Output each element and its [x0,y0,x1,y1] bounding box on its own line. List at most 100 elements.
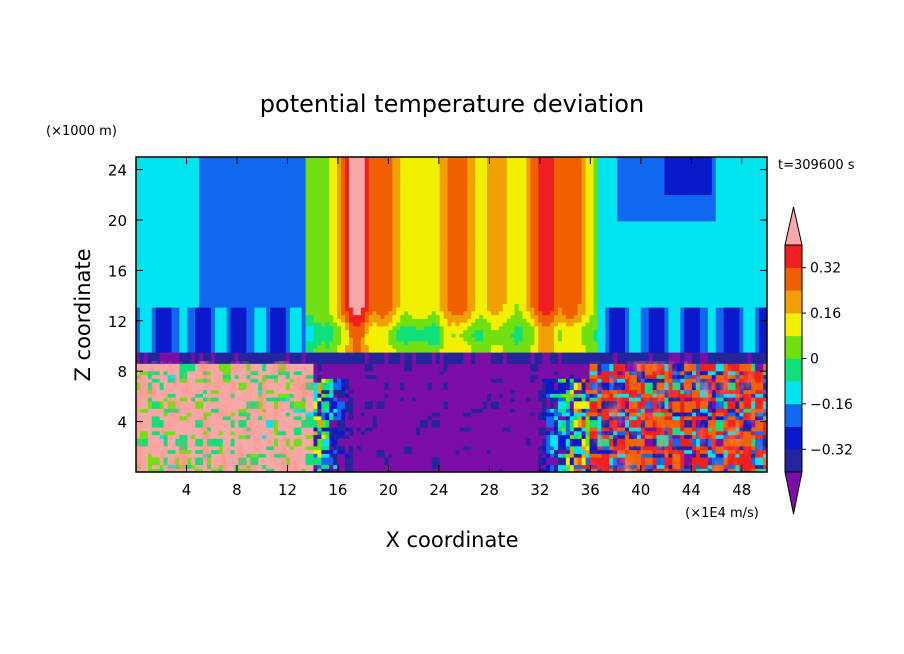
contour-cell [569,404,575,409]
contour-cell [459,460,464,466]
contour-cell [467,363,472,368]
contour-cell [490,442,496,447]
contour-cell [510,378,516,383]
contour-cell [506,445,512,451]
contour-cell [557,397,563,402]
contour-cell [404,374,409,379]
contour-cell [506,453,512,458]
contour-cell [546,393,551,398]
contour-cell [561,438,567,443]
contour-cell [597,355,602,361]
contour-cell [581,393,587,398]
contour-cell [494,382,500,387]
contour-cell [341,400,346,406]
contour-cell [222,352,228,357]
contour-cell [364,412,370,417]
contour-cell [451,400,457,406]
contour-cell [443,453,449,458]
contour-cell [416,408,421,413]
contour-cell [313,382,319,387]
contour-cell [435,464,441,469]
contour-cell [392,430,397,436]
contour-cell [577,415,583,421]
contour-cell [573,412,579,417]
contour-cell [360,427,366,432]
contour-cell [498,393,504,398]
contour-cell [408,427,413,432]
contour-cell [522,468,528,472]
contour-cell [439,385,445,391]
contour-cell [542,438,547,443]
contour-cell [400,453,405,458]
contour-cell [412,374,417,379]
contour-cell [546,457,551,462]
contour-cell [554,367,559,372]
contour-cell [557,412,563,417]
contour-cell [486,382,492,387]
contour-cell [451,382,457,387]
contour-cell [542,442,547,447]
contour-cell [502,449,508,454]
contour-cell [159,352,165,357]
contour-cell [581,460,587,466]
contour-cell [199,355,204,361]
contour-cell [317,460,322,466]
contour-cell [522,359,528,364]
contour-cell [400,374,405,379]
contour-cell [557,389,563,394]
contour-cell [479,374,484,379]
contour-cell [467,423,472,428]
contour-cell [372,457,378,462]
contour-cell [356,359,362,364]
contour-cell [396,468,401,472]
contour-cell [510,430,516,436]
contour-cell [423,378,429,383]
contour-cell [325,382,330,387]
contour-cell [341,460,346,466]
contour-cell [376,445,382,451]
contour-cell [522,438,528,443]
contour-cell [345,445,350,451]
contour-cell [313,370,319,376]
contour-cell [447,393,453,398]
contour-cell [439,363,445,368]
contour-cell [364,460,370,466]
contour-cell [554,438,559,443]
contour-cell [483,400,488,406]
contour-cell [313,400,319,406]
contour-cell [341,412,346,417]
contour-cell [569,453,575,458]
contour-cell [494,438,500,443]
contour-cell [356,468,362,472]
contour-cell [388,438,393,443]
contour-cell [337,404,342,409]
contour-cell [392,363,397,368]
contour-cell [348,442,354,447]
contour-cell [408,434,413,439]
contour-cell [565,430,571,436]
contour-cell [325,367,330,372]
contour-cell [447,374,453,379]
contour-cell [337,464,342,469]
contour-cell [435,434,441,439]
contour-cell [325,468,330,472]
contour-cell [506,427,512,432]
contour-cell [463,397,468,402]
contour-cell [565,438,571,443]
contour-cell [463,449,468,454]
contour-cell [400,404,405,409]
contour-cell [313,464,319,469]
contour-cell [542,412,547,417]
contour-cell [475,393,480,398]
contour-cell [297,355,303,361]
contour-cell [289,355,295,361]
contour-cell [514,359,520,364]
contour-cell [412,449,417,454]
contour-cell [175,352,180,357]
contour-cell [317,412,322,417]
contour-cell [400,442,405,447]
contour-cell [412,434,417,439]
contour-cell [352,460,358,466]
contour-cell [175,355,180,361]
contour-cell [277,355,283,361]
